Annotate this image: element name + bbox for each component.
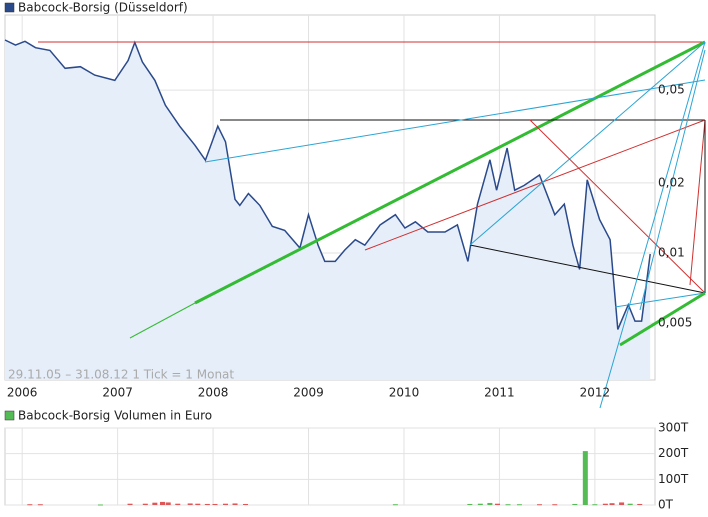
x-tick-label: 2011 [484, 386, 515, 400]
volume-bar [592, 504, 598, 506]
y-tick-label: 0,02 [658, 175, 685, 189]
volume-bar [222, 503, 228, 505]
legend-label: Babcock-Borsig (Düsseldorf) [18, 1, 188, 15]
volume-bar [505, 504, 511, 506]
trend-line [364, 119, 706, 251]
volume-bar [37, 504, 43, 506]
volume-bar [619, 502, 625, 505]
volume-bar [142, 503, 148, 505]
price-line [4, 39, 651, 330]
volume-bar [187, 503, 193, 505]
trend-line [639, 49, 706, 311]
volume-bar [467, 503, 473, 505]
volume-bar [204, 503, 210, 505]
x-tick-label: 2009 [293, 386, 324, 400]
price-area [5, 40, 651, 380]
volume-bar [477, 503, 483, 505]
legend-swatch [4, 2, 15, 13]
volume-bar [552, 504, 558, 506]
x-tick-label: 2007 [102, 386, 133, 400]
y-tick-label: 300T [658, 421, 689, 435]
y-tick-label: 0,01 [658, 245, 685, 259]
volume-bar [602, 503, 608, 505]
trend-line [129, 302, 196, 339]
x-tick-label: 2008 [198, 386, 229, 400]
legend-swatch [4, 410, 15, 421]
trend-line [689, 119, 706, 286]
volume-bar [537, 504, 543, 506]
volume-bar [582, 451, 588, 505]
volume-bar [516, 504, 522, 506]
legend-label: Babcock-Borsig Volumen in Euro [18, 409, 212, 423]
trend-lines [38, 40, 706, 409]
volume-plot-frame [4, 427, 656, 506]
trend-line [204, 79, 706, 163]
trend-line [599, 41, 706, 409]
volume-bar [212, 503, 218, 505]
volume-bar [165, 502, 171, 505]
trend-line [619, 291, 706, 347]
trend-line [469, 244, 706, 294]
volume-bar [495, 503, 501, 505]
volume-bar [127, 503, 133, 505]
x-tick-label: 2012 [580, 386, 611, 400]
volume-bar [159, 501, 165, 505]
volume-bar [175, 503, 181, 505]
y-tick-label: 100T [658, 472, 689, 486]
volume-bar [487, 502, 493, 505]
volume-bar [195, 503, 201, 505]
y-tick-label: 0T [658, 498, 674, 512]
volume-bar [232, 503, 238, 505]
trend-line [194, 40, 706, 305]
volume-bar [572, 503, 578, 505]
volume-bar [243, 503, 249, 505]
x-tick-label: 2010 [389, 386, 420, 400]
volume-bar [27, 504, 33, 506]
date-range-note: 29.11.05 – 31.08.12 1 Tick = 1 Monat [8, 368, 234, 382]
price-layer [4, 15, 655, 506]
y-tick-label: 0,005 [658, 316, 692, 330]
trend-line [529, 119, 706, 294]
volume-bar [609, 503, 615, 505]
volume-bar [152, 502, 158, 505]
volume-bar [97, 504, 103, 506]
x-tick-label: 2006 [7, 386, 38, 400]
volume-bar [392, 504, 398, 506]
y-tick-label: 200T [658, 446, 689, 460]
y-tick-label: 0,05 [658, 83, 685, 97]
volume-bar [627, 503, 633, 505]
trend-line [469, 41, 706, 246]
labels-layer: 2006 2007 2008 2009 2010 2011 2012 0,005 0,01 0,0… [4, 1, 692, 512]
volume-bar [637, 503, 643, 505]
